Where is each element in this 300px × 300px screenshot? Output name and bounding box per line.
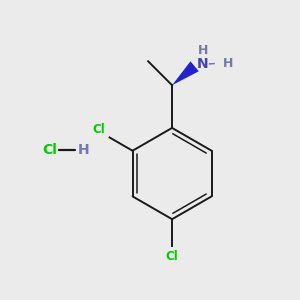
Polygon shape <box>172 61 199 85</box>
Text: H: H <box>198 44 208 57</box>
Text: Cl: Cl <box>42 143 57 157</box>
Text: H: H <box>223 57 233 70</box>
Text: N: N <box>197 57 209 71</box>
Text: Cl: Cl <box>166 250 178 263</box>
Text: Cl: Cl <box>92 123 105 136</box>
Text: H: H <box>77 143 89 157</box>
